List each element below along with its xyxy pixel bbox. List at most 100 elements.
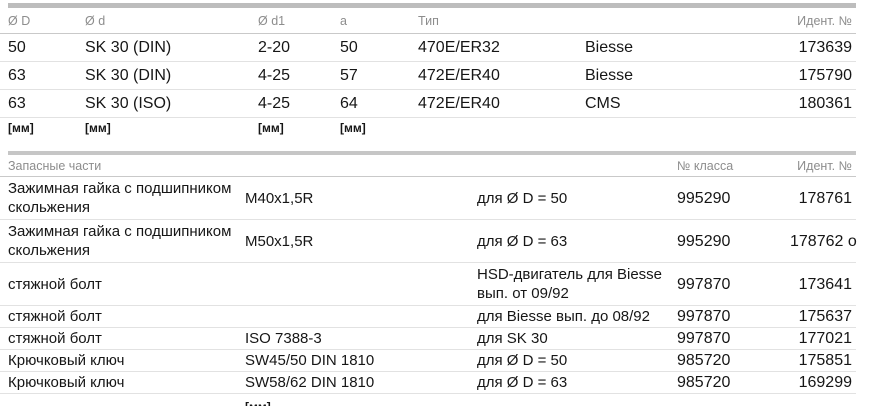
cell-part-desc: HSD-двигатель для Biesse вып. от 09/92	[477, 262, 677, 306]
col-header-size-empty	[245, 155, 477, 177]
spare-part-row: Зажимная гайка с подшипником скольжения …	[0, 176, 856, 220]
cell-class-no: 997870	[677, 305, 790, 328]
cell-ident-no: 178762 o	[790, 219, 857, 263]
cell-part-name: Крючковый ключ	[0, 371, 245, 394]
cell-part-size: SW58/62 DIN 1810	[245, 371, 477, 394]
unit-empty	[790, 118, 856, 144]
cell-a: 57	[340, 61, 418, 90]
units-row: [мм]	[0, 394, 856, 406]
spare-part-row: стяжной болт HSD-двигатель для Biesse вы…	[0, 262, 856, 306]
cell-class-no: 997870	[677, 327, 790, 350]
cell-diameter-d: SK 30 (ISO)	[85, 89, 258, 118]
col-header-diameter-d1: Ø d1	[258, 8, 340, 34]
dimensions-table: Ø D Ø d Ø d1 a Тип Идент. № 50 SK 30 (DI…	[0, 8, 856, 143]
spare-parts-header-row: Запасные части № класса Идент. №	[0, 155, 856, 177]
units-row: [мм] [мм] [мм] [мм]	[0, 118, 856, 144]
cell-diameter-d: SK 30 (DIN)	[85, 61, 258, 90]
cell-diameter-D: 63	[0, 61, 85, 90]
cell-part-desc: для Biesse вып. до 08/92	[477, 305, 677, 328]
cell-ident-no: 175790	[790, 61, 856, 90]
cell-part-size	[245, 305, 477, 328]
cell-part-size	[245, 262, 477, 306]
cell-ident-no: 175851	[790, 349, 856, 372]
cell-ident-no: 169299	[790, 371, 856, 394]
cell-ident-no: 173641	[790, 262, 856, 306]
cell-part-desc: для Ø D = 50	[477, 176, 677, 220]
unit-mm: [мм]	[85, 121, 111, 135]
cell-class-no: 995290	[677, 176, 790, 220]
cell-a: 50	[340, 33, 418, 62]
cell-part-desc: для Ø D = 50	[477, 349, 677, 372]
spare-part-row: Крючковый ключ SW58/62 DIN 1810 для Ø D …	[0, 371, 856, 394]
col-header-desc-empty	[477, 155, 677, 177]
spec-row: 50 SK 30 (DIN) 2-20 50 470E/ER32 Biesse …	[0, 33, 856, 62]
top-divider-bar	[8, 3, 856, 8]
cell-class-no: 995290	[677, 219, 790, 263]
spec-row: 63 SK 30 (ISO) 4-25 64 472E/ER40 CMS 180…	[0, 89, 856, 118]
cell-brand: Biesse	[585, 61, 790, 90]
col-header-diameter-D: Ø D	[0, 8, 85, 34]
cell-brand: Biesse	[585, 33, 790, 62]
spare-parts-table: Запасные части № класса Идент. № Зажимна…	[0, 155, 857, 406]
col-header-class-no: № класса	[677, 155, 790, 177]
section-gap	[0, 143, 875, 151]
col-header-a: a	[340, 8, 418, 34]
cell-part-name: Зажимная гайка с подшипником скольжения	[0, 219, 245, 263]
cell-part-name: стяжной болт	[0, 262, 245, 306]
cell-part-size: ISO 7388-3	[245, 327, 477, 350]
unit-mm: [мм]	[258, 121, 284, 135]
cell-class-no: 985720	[677, 371, 790, 394]
cell-part-name: Крючковый ключ	[0, 349, 245, 372]
spare-part-row: стяжной болт ISO 7388-3 для SK 30 997870…	[0, 327, 856, 350]
cell-part-size: M50x1,5R	[245, 219, 477, 263]
cell-diameter-D: 50	[0, 33, 85, 62]
unit-empty	[677, 394, 790, 406]
unit-empty	[418, 118, 585, 144]
cell-ident-no: 180361	[790, 89, 856, 118]
cell-part-name: стяжной болт	[0, 305, 245, 328]
cell-part-desc: для Ø D = 63	[477, 371, 677, 394]
cell-class-no: 985720	[677, 349, 790, 372]
unit-empty	[790, 394, 856, 406]
spare-part-row: стяжной болт для Biesse вып. до 08/92 99…	[0, 305, 856, 328]
unit-empty	[477, 394, 677, 406]
cell-diameter-d1: 4-25	[258, 89, 340, 118]
cell-diameter-d: SK 30 (DIN)	[85, 33, 258, 62]
section-title: Запасные части	[0, 155, 245, 177]
cell-diameter-d1: 2-20	[258, 33, 340, 62]
unit-mm: [мм]	[8, 121, 34, 135]
cell-part-name: стяжной болт	[0, 327, 245, 350]
cell-part-desc: для SK 30	[477, 327, 677, 350]
spare-part-row: Крючковый ключ SW45/50 DIN 1810 для Ø D …	[0, 349, 856, 372]
section-divider-bar	[8, 151, 856, 155]
cell-type: 470E/ER32	[418, 33, 585, 62]
cell-part-desc: для Ø D = 63	[477, 219, 677, 263]
col-header-brand-empty	[585, 8, 790, 34]
cell-class-no: 997870	[677, 262, 790, 306]
cell-ident-no: 175637	[790, 305, 856, 328]
col-header-ident-no: Идент. №	[790, 8, 856, 34]
cell-part-name: Зажимная гайка с подшипником скольжения	[0, 176, 245, 220]
spec-row: 63 SK 30 (DIN) 4-25 57 472E/ER40 Biesse …	[0, 61, 856, 90]
cell-type: 472E/ER40	[418, 89, 585, 118]
cell-a: 64	[340, 89, 418, 118]
unit-empty	[585, 118, 790, 144]
cell-ident-no: 178761	[790, 176, 856, 220]
unit-mm: [мм]	[245, 394, 477, 406]
unit-empty	[0, 394, 245, 406]
dimensions-header-row: Ø D Ø d Ø d1 a Тип Идент. №	[0, 8, 856, 34]
cell-diameter-d1: 4-25	[258, 61, 340, 90]
cell-part-size: M40x1,5R	[245, 176, 477, 220]
cell-part-size: SW45/50 DIN 1810	[245, 349, 477, 372]
cell-ident-no: 177021	[790, 327, 856, 350]
col-header-ident-no: Идент. №	[790, 155, 856, 177]
cell-brand: CMS	[585, 89, 790, 118]
cell-ident-no: 173639	[790, 33, 856, 62]
spare-part-row: Зажимная гайка с подшипником скольжения …	[0, 219, 857, 263]
col-header-diameter-d: Ø d	[85, 8, 258, 34]
cell-diameter-D: 63	[0, 89, 85, 118]
cell-type: 472E/ER40	[418, 61, 585, 90]
col-header-type: Тип	[418, 8, 585, 34]
unit-mm: [мм]	[340, 121, 366, 135]
